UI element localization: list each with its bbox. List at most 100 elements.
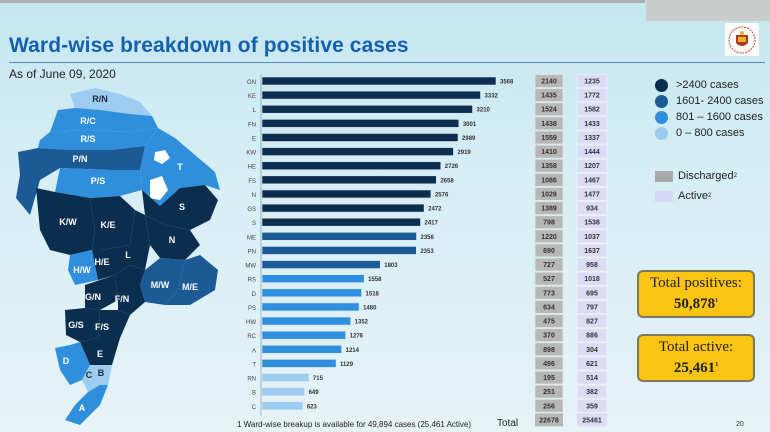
- category-label: HE: [248, 165, 256, 171]
- legend-dot-icon: [655, 94, 668, 108]
- discharged-cell: [534, 257, 564, 272]
- bar-value-label: 2417: [425, 221, 439, 227]
- active-value: 1467: [584, 177, 600, 184]
- map-ward-n: [145, 215, 200, 260]
- footnote: 1 Ward-wise breakup is available for 49,…: [237, 420, 472, 429]
- map-ward-label: B: [98, 368, 105, 378]
- active-total-cell: [577, 413, 607, 427]
- discharged-cell: [534, 300, 564, 314]
- category-label: T: [252, 362, 256, 368]
- map-ward-s: [142, 185, 218, 230]
- map-ward-l: [130, 210, 150, 270]
- legend-label: Active: [678, 190, 708, 202]
- footnote-marker: 1: [715, 298, 719, 304]
- total-active-callout: Total active: 25,4611: [637, 334, 755, 382]
- bar-value-label: 3210: [477, 108, 491, 114]
- category-label: S: [252, 221, 256, 227]
- legend-dot-icon: [655, 110, 668, 124]
- map-ward-label: A: [79, 403, 86, 413]
- total-active-value: 25,461: [673, 360, 716, 376]
- callout-value: 50,8781: [639, 292, 753, 313]
- discharged-cell: [534, 328, 564, 343]
- bar-fs: [261, 175, 437, 185]
- bar-value-label: 1803: [384, 263, 398, 269]
- bar-e: [261, 133, 459, 142]
- bar-value-label: 2353: [420, 249, 434, 255]
- map-ward-label: F/S: [95, 322, 109, 332]
- category-label: C: [252, 405, 257, 411]
- bar-value-label: 1558: [368, 277, 382, 283]
- discharged-cell: [534, 102, 564, 117]
- map-ward-label: R/S: [80, 134, 95, 144]
- bar-value-label: 649: [309, 390, 320, 396]
- discharged-cell: [534, 314, 564, 328]
- map-ward-r-s: [38, 128, 158, 150]
- map-ward-label: K/E: [100, 220, 115, 230]
- bar-b: [261, 387, 305, 396]
- bar-d: [261, 288, 362, 298]
- category-label: A: [252, 348, 256, 354]
- map-ward-h-e: [92, 245, 130, 280]
- callout-value: 25,4611: [639, 356, 753, 377]
- legend-dot-icon: [655, 126, 668, 140]
- discharged-value: 1410: [541, 149, 557, 156]
- map-ward-m-w: [140, 258, 185, 305]
- discharged-cell: [534, 285, 564, 300]
- active-value: 1477: [584, 191, 600, 198]
- ward-map: R/N R/C R/S P/N P/S T K/W K/E S N L H/WH/E G/N F/N M/W…: [16, 88, 220, 425]
- map-ward-k-w: [36, 188, 95, 255]
- active-cell: [576, 356, 608, 371]
- active-cell: [576, 187, 608, 201]
- active-cell: [576, 201, 608, 215]
- active-value: 1337: [584, 135, 600, 142]
- bar-rs: [261, 274, 365, 283]
- legend-label: 0 – 800 cases: [676, 127, 745, 139]
- active-cell: [576, 74, 608, 88]
- bar-value-label: 2726: [445, 164, 459, 170]
- discharged-value: 370: [543, 333, 555, 340]
- map-ward-label: T: [177, 162, 183, 172]
- active-value: 1433: [584, 121, 600, 128]
- bar-value-label: 1214: [346, 348, 360, 354]
- legend-item-active: Active 2: [655, 186, 737, 206]
- map-ward-label: N: [169, 235, 176, 245]
- case-range-legend: >2400 cases 1601- 2400 cases 801 – 1600 …: [655, 77, 763, 141]
- discharged-value: 1029: [541, 191, 557, 198]
- category-label: GS: [247, 207, 256, 213]
- bar-value-label: 2472: [428, 207, 442, 213]
- discharged-value: 773: [543, 290, 555, 297]
- active-cell: [576, 314, 608, 328]
- category-label: RC: [247, 334, 256, 340]
- map-ward-label: H/W: [73, 265, 91, 275]
- as-of-date: As of June 09, 2020: [9, 67, 116, 81]
- discharged-value: 251: [543, 389, 555, 396]
- map-ward-p-n: [16, 146, 145, 215]
- active-cell: [576, 370, 608, 385]
- category-label: B: [252, 391, 256, 397]
- active-cell: [576, 215, 608, 230]
- discharged-cell: [534, 172, 564, 187]
- map-ward-label: E: [97, 349, 103, 359]
- active-cell: [576, 172, 608, 187]
- map-ward-label: R/C: [80, 116, 96, 126]
- bar-s: [261, 217, 421, 227]
- map-ward-f-n: [115, 265, 145, 315]
- bar-ps: [261, 302, 360, 312]
- bar-value-label: 2989: [462, 136, 476, 142]
- map-ward-label: D: [63, 356, 70, 366]
- map-ward-label: M/W: [151, 280, 170, 290]
- category-label: FS: [248, 179, 256, 185]
- map-ward-r-c: [50, 108, 158, 132]
- category-label: RN: [247, 377, 256, 383]
- bar-value-label: 2919: [457, 150, 471, 156]
- active-value: 695: [586, 290, 598, 297]
- discharged-cell: [534, 88, 564, 103]
- active-value: 1207: [584, 163, 600, 170]
- legend-item: 801 – 1600 cases: [655, 109, 763, 125]
- bar-value-label: 3332: [485, 94, 499, 100]
- map-ward-label: G/S: [68, 320, 84, 330]
- category-label: PS: [248, 306, 256, 312]
- map-ward-label: G/N: [85, 292, 101, 302]
- total-positives-callout: Total positives: 50,8781: [637, 270, 755, 318]
- map-ward-c: [82, 365, 100, 392]
